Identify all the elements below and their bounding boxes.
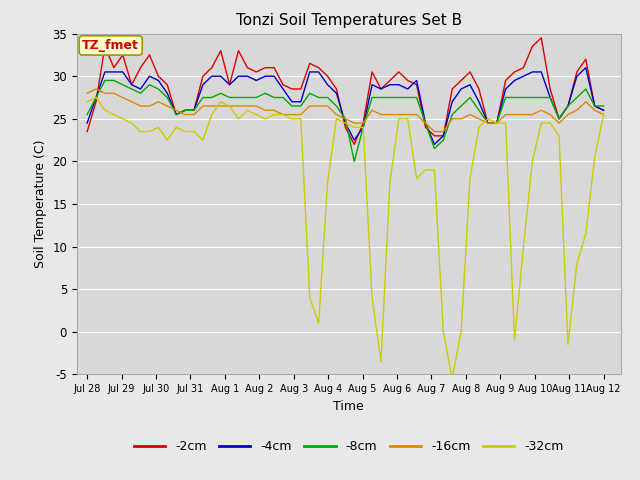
-16cm bbox=[475, 116, 483, 121]
Title: Tonzi Soil Temperatures Set B: Tonzi Soil Temperatures Set B bbox=[236, 13, 462, 28]
-16cm bbox=[172, 108, 180, 113]
-16cm bbox=[431, 129, 438, 134]
-4cm bbox=[217, 73, 225, 79]
-32cm bbox=[92, 95, 100, 100]
-32cm bbox=[83, 99, 91, 105]
-8cm bbox=[101, 78, 109, 84]
X-axis label: Time: Time bbox=[333, 400, 364, 413]
-8cm bbox=[146, 82, 154, 87]
-8cm bbox=[351, 158, 358, 164]
-32cm bbox=[226, 103, 234, 109]
-8cm bbox=[83, 112, 91, 118]
-4cm bbox=[600, 108, 607, 113]
-16cm bbox=[83, 90, 91, 96]
-8cm bbox=[172, 112, 180, 118]
-2cm bbox=[137, 65, 145, 71]
-2cm bbox=[538, 35, 545, 41]
-8cm bbox=[110, 78, 118, 84]
-2cm bbox=[101, 44, 109, 49]
-32cm bbox=[146, 129, 154, 134]
-32cm bbox=[359, 124, 367, 130]
-32cm bbox=[600, 112, 607, 118]
-4cm bbox=[137, 86, 145, 92]
Line: -16cm: -16cm bbox=[87, 89, 604, 132]
Legend: -2cm, -4cm, -8cm, -16cm, -32cm: -2cm, -4cm, -8cm, -16cm, -32cm bbox=[129, 435, 568, 458]
-16cm bbox=[226, 103, 234, 109]
-32cm bbox=[172, 124, 180, 130]
-8cm bbox=[475, 108, 483, 113]
Line: -2cm: -2cm bbox=[87, 38, 604, 144]
-4cm bbox=[101, 69, 109, 75]
-4cm bbox=[351, 137, 358, 143]
-32cm bbox=[475, 124, 483, 130]
-16cm bbox=[146, 103, 154, 109]
-16cm bbox=[600, 112, 607, 118]
Line: -4cm: -4cm bbox=[87, 68, 604, 144]
-4cm bbox=[83, 120, 91, 126]
-8cm bbox=[600, 103, 607, 109]
-4cm bbox=[466, 82, 474, 87]
-32cm bbox=[449, 376, 456, 382]
-2cm bbox=[359, 120, 367, 126]
-2cm bbox=[163, 82, 171, 87]
-16cm bbox=[359, 120, 367, 126]
Line: -8cm: -8cm bbox=[87, 81, 604, 161]
Y-axis label: Soil Temperature (C): Soil Temperature (C) bbox=[34, 140, 47, 268]
-2cm bbox=[83, 129, 91, 134]
-2cm bbox=[351, 142, 358, 147]
-4cm bbox=[582, 65, 589, 71]
-8cm bbox=[226, 95, 234, 100]
-4cm bbox=[163, 90, 171, 96]
Text: TZ_fmet: TZ_fmet bbox=[82, 39, 139, 52]
-2cm bbox=[217, 48, 225, 54]
-4cm bbox=[431, 142, 438, 147]
-8cm bbox=[368, 95, 376, 100]
Line: -32cm: -32cm bbox=[87, 97, 604, 379]
-2cm bbox=[600, 108, 607, 113]
-16cm bbox=[92, 86, 100, 92]
-2cm bbox=[466, 69, 474, 75]
-32cm bbox=[110, 112, 118, 118]
-16cm bbox=[110, 90, 118, 96]
